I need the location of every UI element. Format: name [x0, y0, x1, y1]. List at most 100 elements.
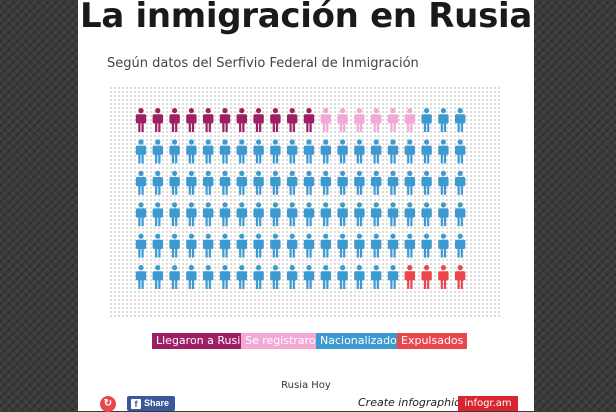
person-icon: [337, 233, 348, 258]
person-icon: [354, 170, 365, 195]
person-icon: [421, 170, 432, 195]
person-icon: [270, 202, 281, 227]
person-icon: [421, 108, 432, 132]
person-icon: [337, 202, 348, 227]
person-icon: [169, 108, 180, 132]
person-icon: [438, 108, 449, 132]
person-icon: [253, 233, 264, 258]
person-icon: [455, 108, 466, 132]
person-icon: [135, 233, 147, 258]
person-icon: [404, 202, 415, 227]
person-icon: [152, 265, 163, 289]
person-icon: [303, 233, 315, 258]
person-icon: [152, 139, 163, 164]
person-icon: [354, 233, 365, 258]
person-icon: [270, 265, 281, 289]
person-icon: [219, 202, 231, 227]
facebook-share-button[interactable]: f Share: [127, 396, 175, 411]
person-icon: [203, 170, 214, 195]
person-icon: [438, 170, 449, 195]
person-icon: [387, 233, 399, 258]
person-icon: [135, 265, 147, 289]
person-icon: [354, 139, 365, 164]
person-icon: [169, 139, 180, 164]
person-icon: [186, 170, 197, 195]
infogram-button[interactable]: infogr.am: [458, 396, 518, 411]
person-icon: [438, 265, 449, 289]
chart-subtitle: Según datos del Serfivio Federal de Inmi…: [107, 56, 419, 71]
person-icon: [337, 265, 348, 289]
person-icon: [371, 108, 382, 132]
person-icon: [387, 170, 399, 195]
person-icon: [236, 202, 247, 227]
person-icon: [236, 233, 247, 258]
share-label: Share: [144, 398, 170, 408]
person-icon: [219, 233, 231, 258]
person-icon: [236, 170, 247, 195]
person-icon: [404, 170, 415, 195]
person-icon: [337, 139, 348, 164]
person-icon: [455, 170, 466, 195]
person-icon: [135, 108, 147, 132]
person-icon: [219, 265, 231, 289]
person-icon: [219, 108, 231, 132]
person-icon: [404, 139, 415, 164]
person-icon: [152, 170, 163, 195]
person-icon: [287, 265, 298, 289]
person-icon: [438, 139, 449, 164]
person-icon: [287, 139, 298, 164]
person-icon: [371, 170, 382, 195]
person-icon: [287, 170, 298, 195]
person-icon: [253, 139, 264, 164]
person-icon: [152, 233, 163, 258]
person-icon: [287, 233, 298, 258]
person-icon: [152, 108, 163, 132]
person-icon: [219, 170, 231, 195]
legend-item-nacionalizados[interactable]: Nacionalizados: [316, 333, 407, 349]
person-icon: [186, 139, 197, 164]
person-icon: [303, 202, 315, 227]
pictograph-svg: [135, 108, 466, 289]
person-icon: [387, 108, 399, 132]
person-icon: [354, 108, 365, 132]
person-icon: [270, 139, 281, 164]
person-icon: [371, 233, 382, 258]
person-icon: [387, 202, 399, 227]
person-icon: [186, 233, 197, 258]
person-icon: [387, 265, 399, 289]
legend-item-registraron[interactable]: Se registraron: [241, 333, 327, 349]
person-icon: [320, 265, 331, 289]
footer-bar: ↻ f Share Create infographics infogr.am: [78, 395, 534, 412]
person-icon: [354, 265, 365, 289]
person-icon: [438, 202, 449, 227]
person-icon: [135, 202, 147, 227]
person-icon: [404, 265, 415, 289]
create-infographics-link[interactable]: Create infographics: [358, 396, 466, 409]
person-icon: [186, 202, 197, 227]
person-icon: [404, 233, 415, 258]
person-icon: [371, 265, 382, 289]
person-icon: [287, 202, 298, 227]
person-icon: [203, 108, 214, 132]
person-icon: [203, 139, 214, 164]
person-icon: [421, 139, 432, 164]
infogram-logo-icon[interactable]: ↻: [100, 396, 116, 412]
person-icon: [455, 233, 466, 258]
legend-item-llegaron[interactable]: Llegaron a Rusia: [152, 333, 252, 349]
person-icon: [455, 202, 466, 227]
person-icon: [169, 265, 180, 289]
person-icon: [337, 108, 348, 132]
person-icon: [236, 265, 247, 289]
pictograph-area: [109, 86, 502, 318]
person-icon: [421, 202, 432, 227]
person-icon: [270, 233, 281, 258]
person-icon: [203, 202, 214, 227]
legend-item-expulsados[interactable]: Expulsados: [397, 333, 468, 349]
person-icon: [270, 108, 281, 132]
person-icon: [236, 139, 247, 164]
person-icon: [387, 139, 399, 164]
person-icon: [303, 108, 315, 132]
person-icon: [169, 170, 180, 195]
person-icon: [169, 202, 180, 227]
person-icon: [236, 108, 247, 132]
